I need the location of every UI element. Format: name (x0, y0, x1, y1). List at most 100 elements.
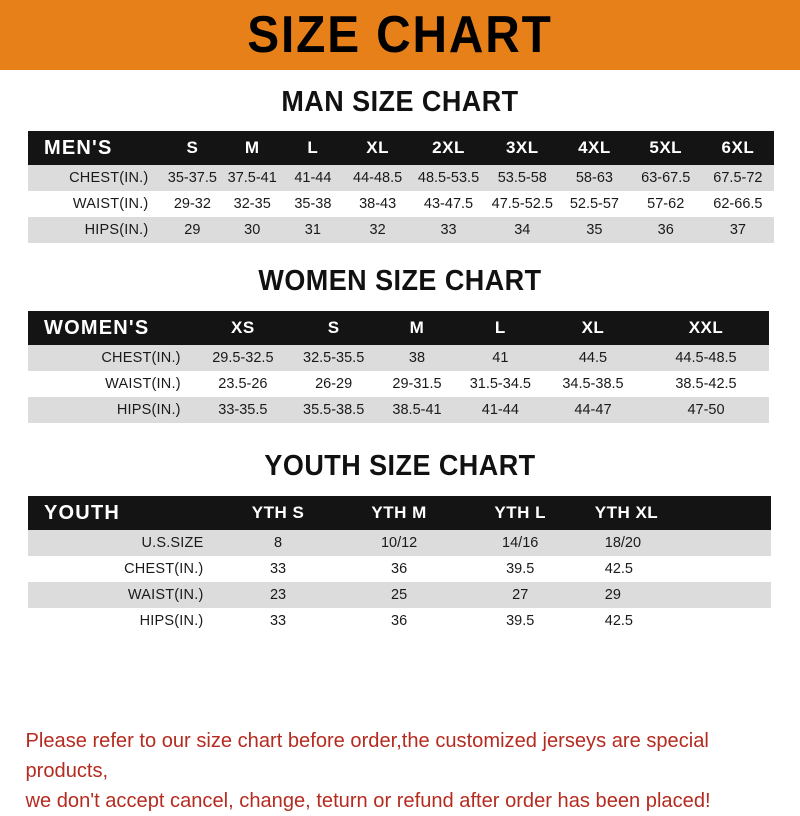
men-row-label: HIPS(IN.) (84, 222, 149, 238)
youth-section-title: YOUTH SIZE CHART (264, 450, 536, 482)
table-cell: 38.5-42.5 (675, 376, 737, 392)
table-cell: 33 (269, 613, 287, 629)
table-cell: 38-43 (359, 196, 397, 212)
youth-row-label: U.S.SIZE (141, 535, 204, 551)
men-section-title: MAN SIZE CHART (281, 86, 519, 118)
table-cell: 32 (369, 222, 386, 238)
table-cell: 35 (586, 222, 603, 238)
table-cell: 67.5-72 (713, 170, 763, 186)
table-row: HIPS(IN.) 33-35.5 35.5-38.5 38.5-41 41-4… (28, 397, 769, 423)
women-size-table: WOMEN'S XS S M L XL XXL CHEST(IN.) 29.5-… (28, 311, 769, 423)
women-row-label: HIPS(IN.) (116, 402, 181, 418)
table-row: CHEST(IN.) 35-37.5 37.5-41 41-44 44-48.5… (28, 165, 774, 191)
table-cell: 33 (269, 561, 287, 577)
table-cell: 29-32 (173, 196, 211, 212)
table-cell: 29.5-32.5 (212, 350, 274, 366)
table-cell: 10/12 (380, 535, 418, 551)
women-size-chart: WOMEN'S XS S M L XL XXL CHEST(IN.) 29.5-… (28, 311, 769, 423)
youth-header-row: YOUTH YTH S YTH M YTH L YTH XL (28, 496, 771, 530)
table-cell: 42.5 (604, 561, 633, 577)
table-cell: 42.5 (604, 613, 633, 629)
women-header-row: WOMEN'S XS S M L XL XXL (28, 311, 769, 345)
table-cell: 30 (244, 222, 261, 238)
women-size-header: L (494, 318, 506, 337)
women-corner-label: WOMEN'S (44, 316, 150, 339)
order-policy-notice: Please refer to our size chart before or… (0, 726, 784, 816)
table-cell: 52.5-57 (569, 196, 619, 212)
youth-size-header: YTH L (494, 503, 546, 522)
youth-size-header: YTH XL (594, 503, 659, 522)
women-size-header: S (327, 318, 340, 337)
table-cell: 38.5-41 (392, 402, 442, 418)
youth-corner-label: YOUTH (44, 501, 120, 524)
men-row-label: CHEST(IN.) (69, 170, 149, 186)
table-cell: 47-50 (687, 402, 725, 418)
table-cell: 29 (604, 587, 621, 603)
men-size-table: MEN'S S M L XL 2XL 3XL 4XL 5XL 6XL CHEST… (28, 131, 774, 243)
table-cell: 44-48.5 (353, 170, 403, 186)
page-title: SIZE CHART (247, 6, 553, 64)
men-row-label: WAIST(IN.) (72, 196, 149, 212)
table-cell: 37 (729, 222, 746, 238)
table-cell: 32-35 (233, 196, 271, 212)
table-cell: 36 (657, 222, 674, 238)
table-cell: 18/20 (604, 535, 642, 551)
notice-line-2: we don't accept cancel, change, teturn o… (25, 789, 711, 812)
table-cell: 26-29 (315, 376, 353, 392)
men-size-header: S (186, 138, 199, 157)
notice-line-1: Please refer to our size chart before or… (25, 729, 709, 782)
table-cell: 31 (304, 222, 321, 238)
table-cell: 38 (408, 350, 426, 366)
table-cell: 8 (273, 535, 283, 551)
women-section-title: WOMEN SIZE CHART (258, 265, 542, 297)
table-cell: 47.5-52.5 (491, 196, 553, 212)
table-cell: 25 (391, 587, 408, 603)
youth-row-label: CHEST(IN.) (124, 561, 204, 577)
table-row: U.S.SIZE 8 10/12 14/16 18/20 (28, 530, 771, 556)
table-cell: 33-35.5 (218, 402, 268, 418)
men-size-header: L (307, 138, 319, 157)
men-size-header: 5XL (649, 138, 683, 157)
youth-row-label: HIPS(IN.) (139, 613, 204, 629)
table-cell: 57-62 (647, 196, 685, 212)
men-size-chart: MEN'S S M L XL 2XL 3XL 4XL 5XL 6XL CHEST… (28, 131, 774, 243)
table-row: WAIST(IN.) 23 25 27 29 (28, 582, 771, 608)
table-cell: 29 (184, 222, 201, 238)
women-size-header: XL (581, 318, 605, 337)
youth-size-header: YTH S (251, 503, 305, 522)
men-size-header: 6XL (721, 138, 755, 157)
table-cell: 14/16 (502, 535, 539, 551)
table-row: WAIST(IN.) 29-32 32-35 35-38 38-43 43-47… (28, 191, 774, 217)
table-row: WAIST(IN.) 23.5-26 26-29 29-31.5 31.5-34… (28, 371, 769, 397)
table-cell: 43-47.5 (423, 196, 474, 212)
table-cell: 34.5-38.5 (562, 376, 624, 392)
table-cell: 32.5-35.5 (303, 350, 365, 366)
men-corner-label: MEN'S (44, 136, 113, 159)
men-header-row: MEN'S S M L XL 2XL 3XL 4XL 5XL 6XL (28, 131, 774, 165)
table-cell: 39.5 (506, 561, 535, 577)
women-row-label: WAIST(IN.) (105, 376, 181, 392)
table-cell: 33 (440, 222, 457, 238)
youth-size-header: YTH M (371, 503, 427, 522)
table-cell: 44-47 (574, 402, 612, 418)
table-row: CHEST(IN.) 33 36 39.5 42.5 (28, 556, 771, 582)
table-cell: 44.5 (578, 350, 608, 366)
men-size-header: XL (366, 138, 389, 157)
men-size-header: 3XL (505, 138, 539, 157)
table-cell: 35.5-38.5 (303, 402, 365, 418)
table-cell: 37.5-41 (227, 170, 277, 186)
table-cell: 48.5-53.5 (417, 170, 480, 186)
table-cell: 34 (514, 222, 531, 238)
youth-row-label: WAIST(IN.) (127, 587, 204, 603)
table-cell: 53.5-58 (497, 170, 547, 186)
table-row: CHEST(IN.) 29.5-32.5 32.5-35.5 38 41 44.… (28, 345, 769, 371)
men-size-header: 2XL (432, 138, 465, 157)
men-size-header: M (244, 138, 260, 157)
table-cell: 39.5 (506, 613, 535, 629)
table-cell: 62-66.5 (713, 196, 763, 212)
youth-size-chart: YOUTH YTH S YTH M YTH L YTH XL U.S.SIZE … (28, 496, 771, 634)
table-cell: 31.5-34.5 (469, 376, 531, 392)
table-cell: 41 (492, 350, 509, 366)
table-cell: 63-67.5 (641, 170, 691, 186)
table-cell: 23 (269, 587, 287, 603)
